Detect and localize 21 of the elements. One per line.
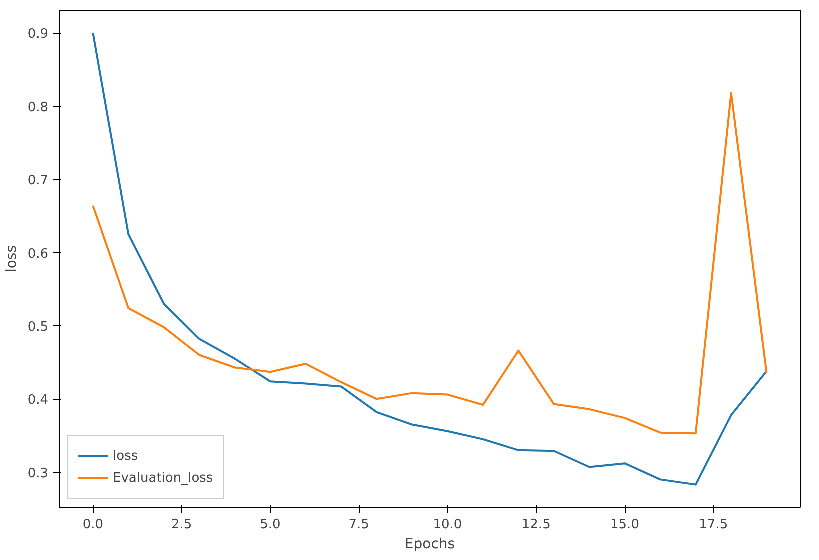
y-tick-label: 0.9 — [28, 27, 49, 42]
legend-label: loss — [113, 448, 138, 464]
x-tick-label: 10.0 — [433, 518, 462, 532]
x-tick-label: 15.0 — [610, 518, 640, 532]
x-tick-label: 17.5 — [699, 518, 728, 532]
y-tick-label: 0.5 — [28, 320, 49, 335]
x-tick-label: 5.0 — [260, 518, 281, 532]
legend-label: Evaluation_loss — [113, 470, 214, 486]
y-axis-title: loss — [4, 245, 20, 273]
line-series — [92, 92, 768, 435]
x-axis-title: Epochs — [404, 536, 456, 552]
x-tick-label: 7.5 — [348, 518, 370, 532]
y-tick-label: 0.4 — [28, 393, 49, 408]
x-tick-label: 2.5 — [171, 518, 192, 532]
y-tick-label: 0.3 — [28, 466, 49, 482]
y-tick-label: 0.8 — [28, 100, 49, 116]
x-tick-label: 0.0 — [82, 518, 104, 532]
x-tick-label: 12.5 — [522, 518, 551, 532]
line-series — [92, 32, 768, 486]
y-tick-label: 0.7 — [28, 174, 49, 189]
y-tick-label: 0.6 — [28, 246, 49, 262]
